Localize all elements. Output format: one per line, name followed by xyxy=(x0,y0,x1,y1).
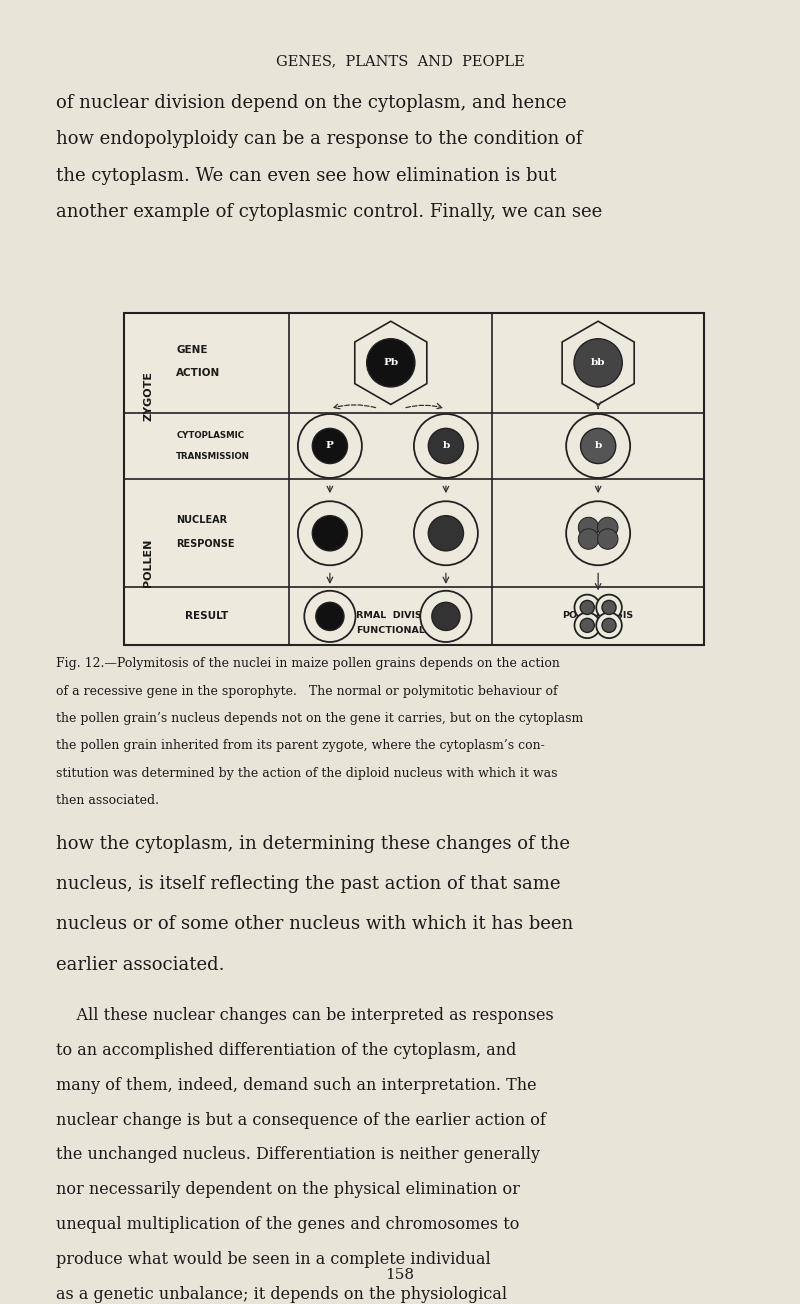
Text: GENES,  PLANTS  AND  PEOPLE: GENES, PLANTS AND PEOPLE xyxy=(276,55,524,69)
Text: NORMAL  DIVISION: NORMAL DIVISION xyxy=(340,612,442,621)
Text: then associated.: then associated. xyxy=(56,794,159,807)
Text: nucleus or of some other nucleus with which it has been: nucleus or of some other nucleus with wh… xyxy=(56,915,574,934)
Polygon shape xyxy=(562,321,634,404)
Text: the cytoplasm. We can even see how elimination is but: the cytoplasm. We can even see how elimi… xyxy=(56,167,557,185)
Text: of nuclear division depend on the cytoplasm, and hence: of nuclear division depend on the cytopl… xyxy=(56,94,566,112)
Ellipse shape xyxy=(566,413,630,479)
Ellipse shape xyxy=(428,515,463,550)
Ellipse shape xyxy=(366,339,415,387)
Ellipse shape xyxy=(574,595,600,621)
Ellipse shape xyxy=(580,600,594,614)
Ellipse shape xyxy=(414,501,478,565)
Text: b: b xyxy=(594,442,602,450)
Ellipse shape xyxy=(598,518,618,537)
Ellipse shape xyxy=(581,429,616,463)
Text: produce what would be seen in a complete individual: produce what would be seen in a complete… xyxy=(56,1252,490,1269)
Ellipse shape xyxy=(414,413,478,479)
Ellipse shape xyxy=(578,518,598,537)
Text: how endopolyploidy can be a response to the condition of: how endopolyploidy can be a response to … xyxy=(56,130,582,149)
Ellipse shape xyxy=(298,501,362,565)
Ellipse shape xyxy=(602,618,616,632)
Ellipse shape xyxy=(566,501,630,565)
Text: stitution was determined by the action of the diploid nucleus with which it was: stitution was determined by the action o… xyxy=(56,767,558,780)
Text: earlier associated.: earlier associated. xyxy=(56,956,225,974)
Text: LETHAL: LETHAL xyxy=(578,626,618,635)
Text: POLYMITOSIS: POLYMITOSIS xyxy=(562,612,634,621)
Text: nucleus, is itself reflecting the past action of that same: nucleus, is itself reflecting the past a… xyxy=(56,875,561,893)
Ellipse shape xyxy=(574,339,622,387)
Text: the pollen grain’s nucleus depends not on the gene it carries, but on the cytopl: the pollen grain’s nucleus depends not o… xyxy=(56,712,583,725)
Text: FUNCTIONAL: FUNCTIONAL xyxy=(356,626,426,635)
Ellipse shape xyxy=(420,591,471,642)
Ellipse shape xyxy=(316,602,344,630)
Text: many of them, indeed, demand such an interpretation. The: many of them, indeed, demand such an int… xyxy=(56,1077,537,1094)
Ellipse shape xyxy=(432,602,460,630)
Text: CYTOPLASMIC: CYTOPLASMIC xyxy=(176,432,244,439)
Text: b: b xyxy=(442,442,450,450)
Text: All these nuclear changes can be interpreted as responses: All these nuclear changes can be interpr… xyxy=(56,1007,554,1024)
Text: bb: bb xyxy=(591,359,606,368)
Text: 158: 158 xyxy=(386,1269,414,1282)
Text: POLLEN: POLLEN xyxy=(143,539,154,587)
Ellipse shape xyxy=(574,613,600,638)
Text: unequal multiplication of the genes and chromosomes to: unequal multiplication of the genes and … xyxy=(56,1217,519,1234)
Ellipse shape xyxy=(578,529,598,549)
Text: NUCLEAR: NUCLEAR xyxy=(176,515,227,526)
Text: Fig. 12.—Polymitosis of the nuclei in maize pollen grains depends on the action: Fig. 12.—Polymitosis of the nuclei in ma… xyxy=(56,657,560,670)
Ellipse shape xyxy=(304,591,355,642)
Ellipse shape xyxy=(598,529,618,549)
Ellipse shape xyxy=(596,613,622,638)
Text: ACTION: ACTION xyxy=(176,368,221,378)
Ellipse shape xyxy=(298,413,362,479)
Ellipse shape xyxy=(580,618,594,632)
Ellipse shape xyxy=(428,429,463,463)
Text: of a recessive gene in the sporophyte.   The normal or polymitotic behaviour of: of a recessive gene in the sporophyte. T… xyxy=(56,685,558,698)
Text: to an accomplished differentiation of the cytoplasm, and: to an accomplished differentiation of th… xyxy=(56,1042,516,1059)
Text: another example of cytoplasmic control. Finally, we can see: another example of cytoplasmic control. … xyxy=(56,203,602,222)
Text: the unchanged nucleus. Differentiation is neither generally: the unchanged nucleus. Differentiation i… xyxy=(56,1146,540,1163)
Ellipse shape xyxy=(596,595,622,621)
Ellipse shape xyxy=(602,600,616,614)
Text: nuclear change is but a consequence of the earlier action of: nuclear change is but a consequence of t… xyxy=(56,1111,546,1128)
Text: the pollen grain inherited from its parent zygote, where the cytoplasm’s con-: the pollen grain inherited from its pare… xyxy=(56,739,545,752)
Polygon shape xyxy=(354,321,427,404)
Text: RESULT: RESULT xyxy=(185,612,228,622)
Bar xyxy=(124,313,704,645)
Text: as a genetic unbalance; it depends on the physiological: as a genetic unbalance; it depends on th… xyxy=(56,1286,507,1303)
Text: how the cytoplasm, in determining these changes of the: how the cytoplasm, in determining these … xyxy=(56,835,570,853)
Text: TRANSMISSION: TRANSMISSION xyxy=(176,452,250,460)
Text: P: P xyxy=(326,442,334,450)
Text: nor necessarily dependent on the physical elimination or: nor necessarily dependent on the physica… xyxy=(56,1181,520,1198)
Text: Pb: Pb xyxy=(383,359,398,368)
Text: GENE: GENE xyxy=(176,344,208,355)
Text: ZYGOTE: ZYGOTE xyxy=(143,372,154,421)
Ellipse shape xyxy=(312,515,347,550)
Text: RESPONSE: RESPONSE xyxy=(176,539,234,549)
Ellipse shape xyxy=(312,429,347,463)
